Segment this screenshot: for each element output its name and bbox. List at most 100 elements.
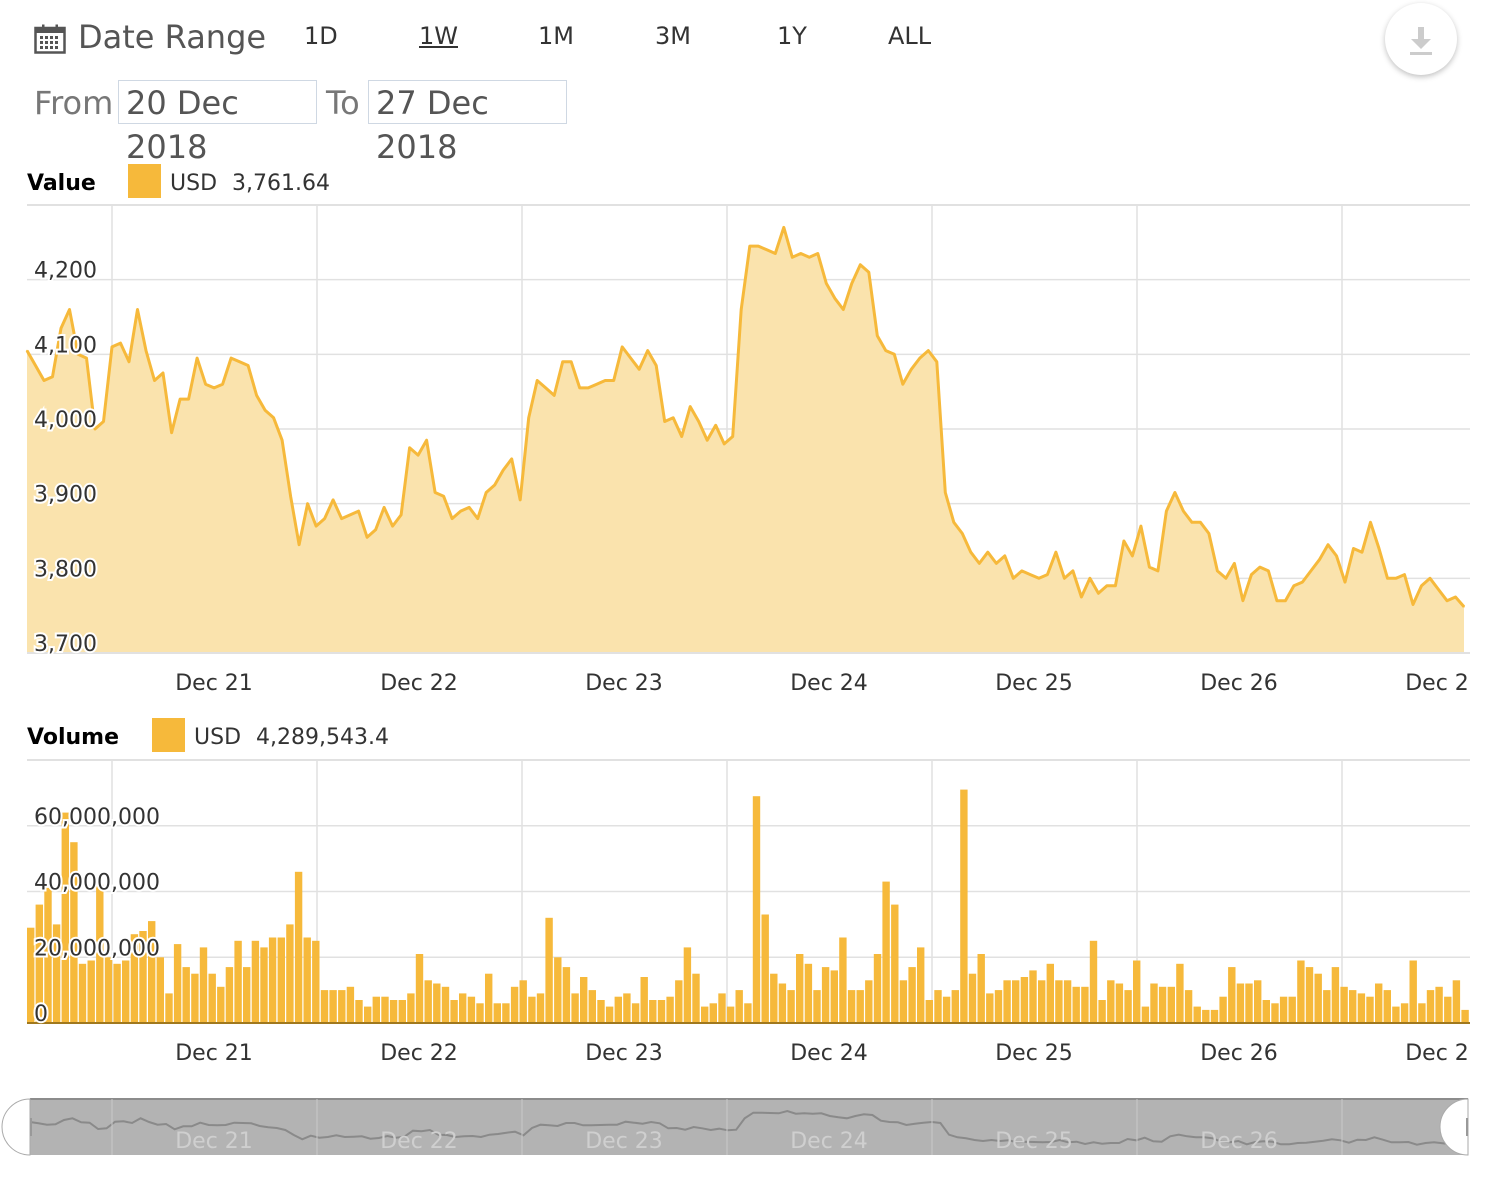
volume-bar — [372, 996, 380, 1023]
volume-bar — [1366, 996, 1374, 1023]
volume-bar — [234, 940, 242, 1023]
value-point — [434, 491, 436, 494]
value-point — [902, 383, 904, 386]
volume-bar — [1098, 1000, 1106, 1023]
from-label: From — [34, 84, 114, 122]
value-point — [578, 387, 581, 389]
download-icon — [1410, 27, 1432, 55]
value-point — [1250, 573, 1253, 576]
volume-bar — [1444, 996, 1452, 1023]
value-point — [451, 517, 453, 520]
value-point — [1267, 570, 1270, 572]
volume-bar — [191, 973, 199, 1023]
value-point — [340, 517, 343, 520]
value-point — [255, 394, 258, 397]
value-point — [1233, 562, 1236, 565]
volume-bar — [1141, 1006, 1150, 1023]
volume-bar — [1357, 993, 1366, 1023]
value-point — [204, 383, 207, 386]
value-point — [936, 361, 938, 363]
y-tick-label: 4,200 — [34, 259, 97, 284]
from-date-input[interactable]: 20 Dec 2018 — [118, 80, 317, 166]
value-point — [995, 562, 998, 565]
volume-bar — [1418, 1003, 1426, 1023]
volume-bar — [804, 963, 813, 1023]
value-point — [825, 282, 828, 285]
volume-bar — [571, 993, 579, 1023]
volume-bar — [199, 947, 208, 1023]
volume-bar — [683, 947, 692, 1023]
range-1w-button[interactable]: 1W — [419, 22, 458, 50]
range-1m-button[interactable]: 1M — [538, 22, 574, 50]
value-point — [1301, 581, 1304, 583]
value-point — [629, 357, 632, 359]
range-3m-button[interactable]: 3M — [655, 22, 691, 50]
value-point — [85, 357, 88, 359]
volume-bar — [87, 960, 95, 1023]
value-point — [774, 252, 777, 255]
value-point — [238, 361, 241, 363]
volume-bar — [675, 980, 683, 1023]
x-tick-label: Dec 27 — [1405, 671, 1483, 696]
value-point — [442, 495, 445, 498]
volume-bar — [1020, 977, 1029, 1023]
volume-bar — [709, 1003, 717, 1023]
x-tick-label: Dec 22 — [380, 1041, 458, 1066]
volume-bar — [225, 967, 234, 1023]
y-tick-label: 0 — [34, 1002, 48, 1027]
value-point — [281, 439, 283, 442]
value-point — [604, 379, 606, 382]
download-button[interactable] — [1385, 3, 1457, 75]
volume-bar — [649, 1000, 657, 1023]
value-point — [187, 398, 190, 400]
value-point — [1097, 592, 1100, 595]
volume-bar — [830, 970, 838, 1023]
volume-bar — [78, 963, 87, 1023]
volume-bar — [1046, 963, 1054, 1023]
volume-bar — [1003, 980, 1011, 1023]
volume-bar — [1435, 986, 1443, 1023]
value-point — [834, 297, 836, 300]
navigator-left-handle[interactable] — [1, 1098, 32, 1156]
range-1y-button[interactable]: 1Y — [777, 22, 807, 50]
value-point — [179, 398, 181, 400]
value-point — [170, 431, 173, 434]
to-label: To — [326, 84, 360, 122]
value-point — [570, 361, 572, 363]
value-point — [655, 364, 657, 367]
value-point — [357, 510, 360, 512]
panel-title: Volume — [27, 725, 119, 750]
calendar-icon[interactable] — [34, 24, 66, 54]
volume-bar — [605, 1006, 614, 1023]
volume-bar — [856, 990, 864, 1023]
value-point — [757, 245, 760, 247]
volume-bar — [1176, 963, 1184, 1023]
range-1d-button[interactable]: 1D — [304, 22, 338, 50]
volume-bar — [1236, 983, 1245, 1023]
value-point — [26, 349, 28, 352]
value-point — [544, 387, 547, 389]
value-point — [1225, 577, 1227, 580]
volume-bar — [1184, 990, 1193, 1023]
volume-bar — [623, 993, 631, 1023]
volume-bar — [942, 996, 951, 1023]
value-point — [102, 420, 105, 423]
value-point — [298, 543, 300, 546]
value-point — [1106, 585, 1108, 587]
volume-bar — [735, 990, 743, 1023]
value-point — [689, 405, 691, 408]
value-point — [1208, 532, 1210, 535]
volume-bar — [1409, 960, 1417, 1023]
value-point — [1021, 570, 1023, 572]
volume-bar — [1193, 1006, 1201, 1023]
range-all-button[interactable]: ALL — [888, 22, 932, 50]
to-date-input[interactable]: 27 Dec 2018 — [368, 80, 567, 166]
value-point — [621, 346, 623, 348]
navigator-x-label: Dec 21 — [175, 1129, 253, 1154]
volume-bar — [165, 993, 173, 1023]
volume-bar — [536, 993, 545, 1023]
value-point — [723, 443, 725, 445]
volume-bar — [778, 983, 787, 1023]
legend-value: 4,289,543.4 — [256, 725, 389, 750]
navigator-right-handle[interactable] — [1439, 1098, 1469, 1156]
